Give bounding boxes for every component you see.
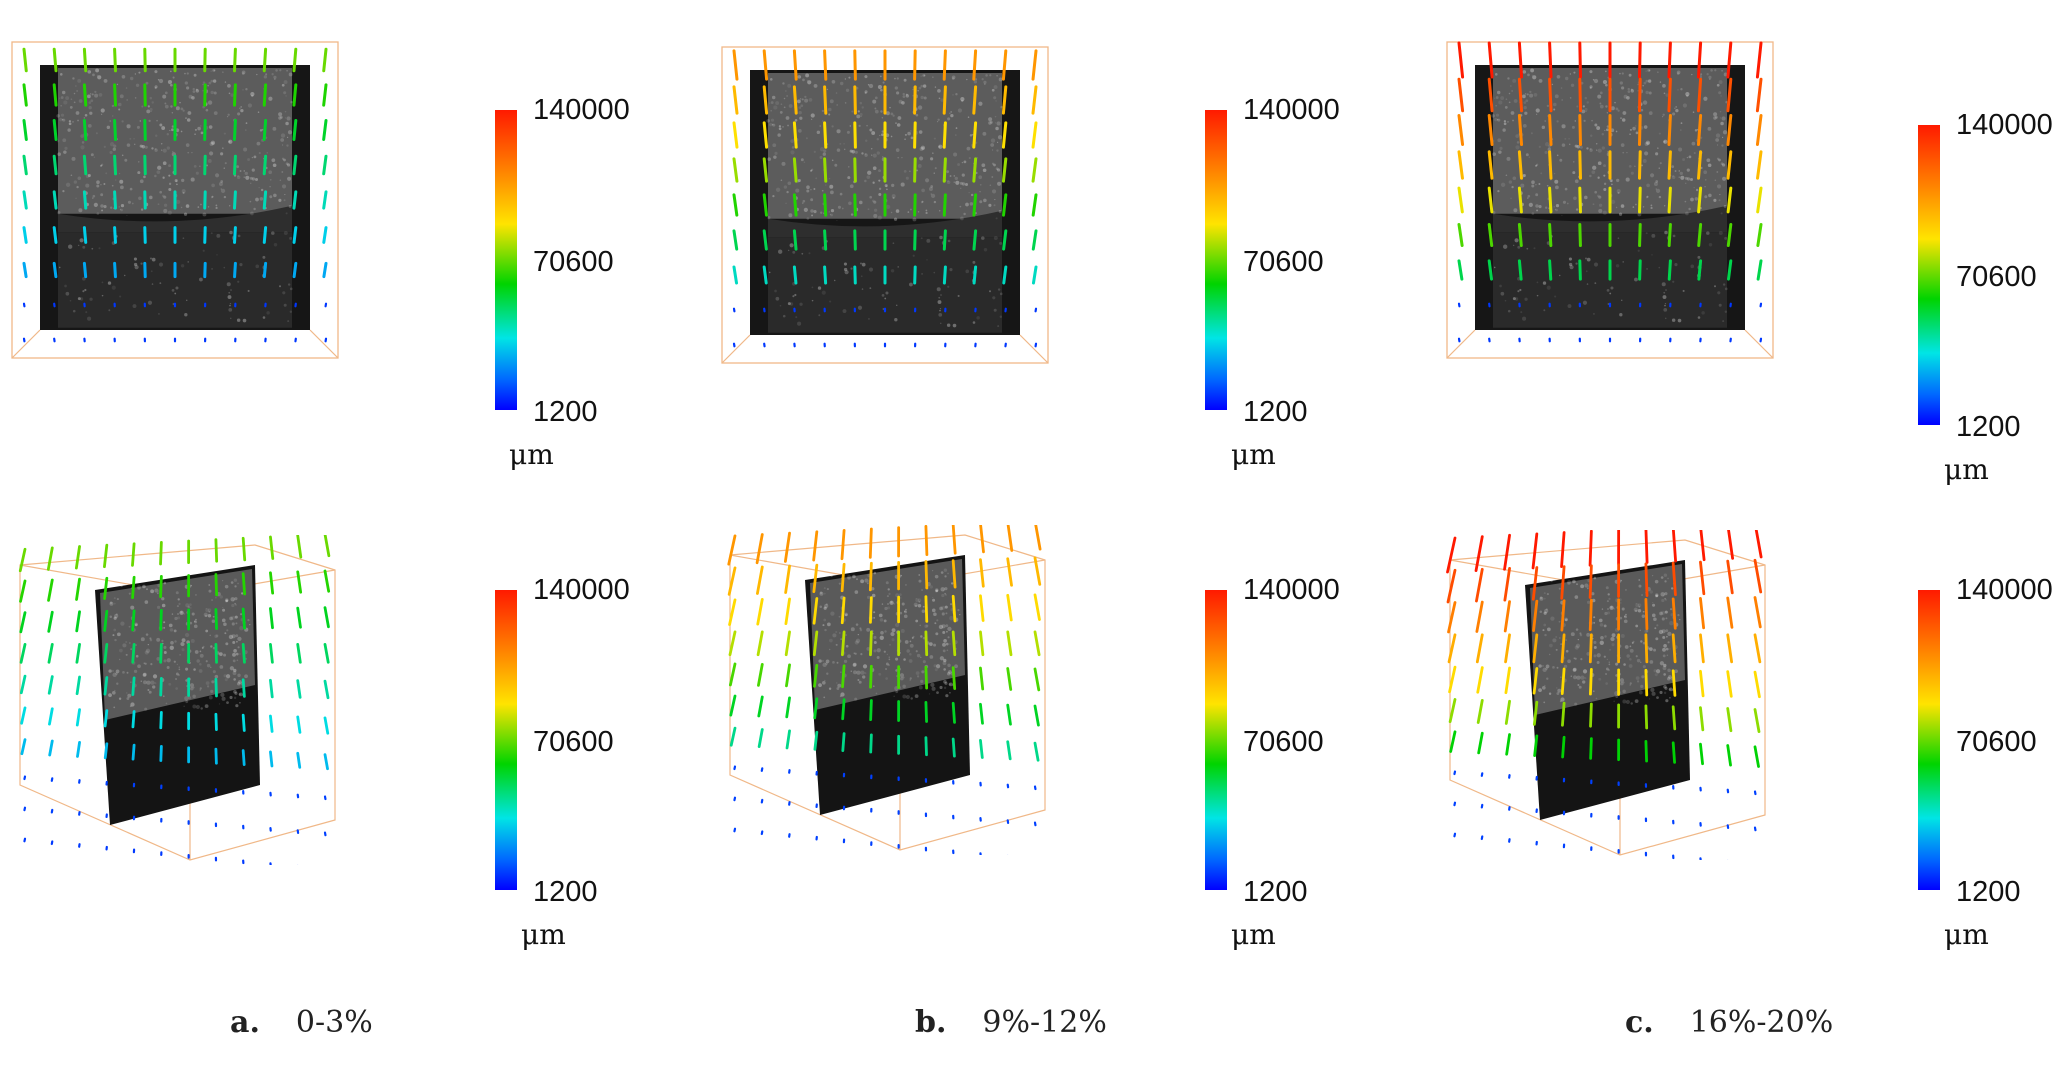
displacement-arrows xyxy=(1446,530,1763,860)
colorbar-min-label: 1200 xyxy=(533,876,598,908)
caption-label: 9%-12% xyxy=(982,1005,1107,1040)
colorbar-max-label: 140000 xyxy=(1243,574,1340,606)
displacement-arrows xyxy=(18,535,331,865)
colorbar-min-label: 1200 xyxy=(533,396,598,428)
caption-c: c. 16%-20% xyxy=(1625,1005,1833,1040)
colorbar-max-label: 140000 xyxy=(1956,109,2053,141)
caption-letter: a. xyxy=(230,1005,260,1040)
caption-letter: b. xyxy=(915,1005,947,1040)
colorbar-min-label: 1200 xyxy=(1243,396,1308,428)
colorbar-unit-label: μm xyxy=(1231,438,1276,471)
colorbar-mid-label: 70600 xyxy=(1956,726,2037,758)
ct-slice xyxy=(95,565,260,825)
panel-a-perspective xyxy=(10,535,340,865)
colorbar-mid-label: 70600 xyxy=(533,246,614,278)
vector-field-front xyxy=(721,46,1049,364)
caption-label: 0-3% xyxy=(295,1005,373,1040)
colorbar-unit-label: μm xyxy=(1944,453,1989,486)
colorbar-unit-label: μm xyxy=(509,438,554,471)
displacement-arrows xyxy=(1457,41,1763,343)
ct-slice xyxy=(805,555,970,815)
colorbar-max-label: 140000 xyxy=(1243,94,1340,126)
colorbar-unit-label: μm xyxy=(1944,918,1989,951)
colorbar-min-label: 1200 xyxy=(1956,876,2021,908)
displacement-arrows xyxy=(22,47,328,343)
ct-slice xyxy=(1525,560,1690,820)
colorbar-mid-label: 70600 xyxy=(1956,261,2037,293)
colorbar-mid-label: 70600 xyxy=(1243,726,1324,758)
vector-field-front xyxy=(11,41,339,359)
panel-b-front xyxy=(720,45,1050,365)
colorbar-min-label: 1200 xyxy=(1243,876,1308,908)
panel-c-front xyxy=(1445,40,1775,360)
bounding-box xyxy=(11,41,339,359)
panel-b-perspective xyxy=(720,525,1050,855)
vector-field-perspective xyxy=(1446,530,1766,860)
vector-field-perspective xyxy=(727,525,1046,855)
bounding-box xyxy=(721,46,1049,364)
colorbar-max-label: 140000 xyxy=(1956,574,2053,606)
colorbar-max-label: 140000 xyxy=(533,574,630,606)
colorbar-unit-label: μm xyxy=(1231,918,1276,951)
vector-field-front xyxy=(1446,41,1774,359)
colorbar-mid-label: 70600 xyxy=(533,726,614,758)
colorbar-mid-label: 70600 xyxy=(1243,246,1324,278)
colorbar-unit-label: μm xyxy=(521,918,566,951)
caption-label: 16%-20% xyxy=(1689,1005,1834,1040)
colorbar-min-label: 1200 xyxy=(1956,411,2021,443)
displacement-arrows xyxy=(732,49,1038,348)
panel-c-perspective xyxy=(1440,530,1770,860)
displacement-arrows xyxy=(727,525,1042,855)
ct-slice xyxy=(40,65,310,330)
colorbar-max-label: 140000 xyxy=(533,94,630,126)
caption-letter: c. xyxy=(1625,1005,1654,1040)
caption-a: a. 0-3% xyxy=(230,1005,373,1040)
vector-field-perspective xyxy=(18,535,336,865)
panel-a-front xyxy=(10,40,340,360)
caption-b: b. 9%-12% xyxy=(915,1005,1107,1040)
